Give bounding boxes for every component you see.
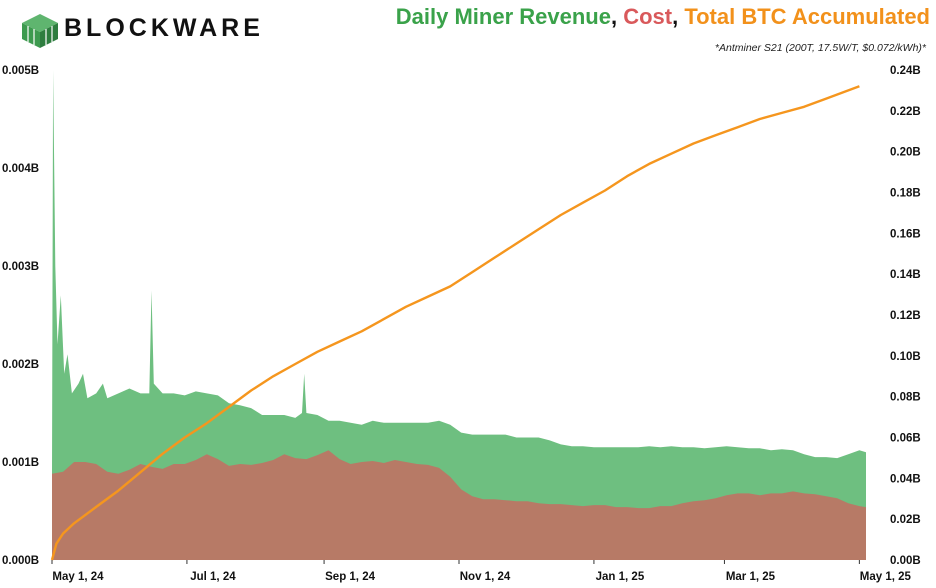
series-area-cost xyxy=(52,450,866,560)
x-tick-label: May 1, 24 xyxy=(52,571,104,583)
series-area-daily-miner-revenue xyxy=(52,70,866,560)
chart-subtitle: *Antminer S21 (200T, 17.5W/T, $0.072/kWh… xyxy=(714,42,926,54)
title-sep-1: , xyxy=(610,4,624,29)
x-tick-label: Jul 1, 24 xyxy=(190,571,236,583)
y-right-tick-label: 0.12B xyxy=(890,310,921,322)
y-right-tick-label: 0.06B xyxy=(890,433,921,445)
title-part-accumulated: Total BTC Accumulated xyxy=(684,4,930,29)
y-right-tick-label: 0.08B xyxy=(890,392,921,404)
x-tick-label: Mar 1, 25 xyxy=(726,571,776,583)
x-tick-label: May 1, 25 xyxy=(860,571,912,583)
y-right-tick-label: 0.24B xyxy=(890,65,921,77)
plot-areas xyxy=(50,70,866,561)
y-right-tick-label: 0.22B xyxy=(890,106,921,118)
y-left-tick-label: 0.001B xyxy=(2,457,39,469)
title-part-revenue: Daily Miner Revenue xyxy=(395,4,611,29)
y-right-tick-label: 0.14B xyxy=(890,269,921,281)
y-right-tick-label: 0.04B xyxy=(890,473,921,485)
brand-name: BLOCKWARE xyxy=(64,14,264,42)
y-right-tick-label: 0.20B xyxy=(890,147,921,159)
series-line-total-btc-accumulated xyxy=(50,85,860,561)
title-sep-2: , xyxy=(672,4,685,29)
y-right-tick-label: 0.00B xyxy=(890,555,921,567)
chart-title: Daily Miner Revenue, Cost, Total BTC Acc… xyxy=(396,4,930,30)
y-right-tick-label: 0.18B xyxy=(890,188,921,200)
y-left-tick-label: 0.003B xyxy=(2,261,39,273)
title-part-cost: Cost xyxy=(623,4,673,29)
logo-cube xyxy=(22,14,58,48)
y-right-tick-label: 0.10B xyxy=(890,351,921,363)
x-tick-label: Nov 1, 24 xyxy=(460,571,511,583)
x-axis: May 1, 24 Jul 1, 24 Sep 1, 24 Nov 1, 24 Jan … xyxy=(51,560,912,583)
y-right-tick-label: 0.02B xyxy=(890,514,921,526)
y-left-tick-label: 0.002B xyxy=(2,359,39,371)
x-tick-label: Jan 1, 25 xyxy=(596,571,645,583)
y-right-tick-label: 0.16B xyxy=(890,228,921,240)
y-left-tick-label: 0.004B xyxy=(2,163,39,175)
x-tick-label: Sep 1, 24 xyxy=(325,571,375,583)
y-left-tick-label: 0.000B xyxy=(2,555,39,567)
y-right-axis: 0.00B 0.02B 0.04B 0.06B 0.08B 0.10B 0.12B 0.14B… xyxy=(890,65,921,567)
y-left-axis: 0.000B 0.001B 0.002B 0.003B 0.004B 0.005B xyxy=(2,65,39,567)
blockware-cube-icon xyxy=(22,14,58,48)
y-left-tick-label: 0.005B xyxy=(2,65,39,77)
